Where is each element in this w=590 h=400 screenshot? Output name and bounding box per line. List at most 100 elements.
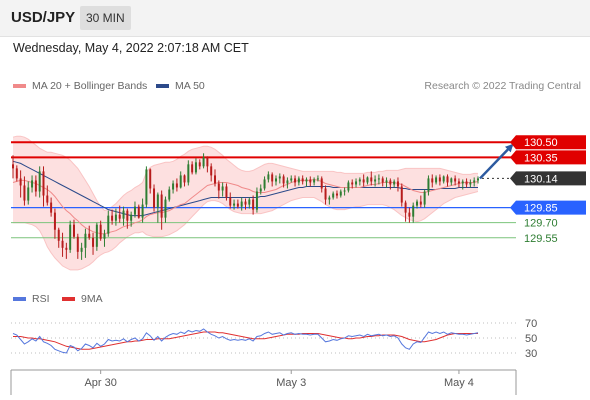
pivot-level-tag [510,200,586,215]
candle-body [229,197,232,206]
candle-body [408,212,411,217]
candle-body [366,177,369,183]
axis-date-label: May 4 [444,377,474,389]
ma50-swatch [156,84,169,88]
candle-body [347,182,350,191]
candle-body [191,164,194,173]
legend-rsi-label: RSI [32,293,50,305]
candle-body [80,247,83,252]
candle-body [72,224,75,237]
candle-body [271,174,274,182]
candle-body [172,183,175,190]
candle-body [27,187,30,201]
candle-body [118,214,121,219]
candle-body [107,215,110,234]
candle-body [156,194,159,208]
candle-body [442,176,445,182]
support-level-label: 129.70 [524,218,558,230]
candle-body [103,233,106,239]
candle-body [278,176,281,179]
candle-body [461,181,464,184]
candle-body [457,181,460,184]
candle-body [34,180,37,192]
candle-body [53,212,56,230]
legend-ma50: MA 50 [156,80,205,92]
bollinger-lower-line [13,191,479,271]
candle-body [88,233,91,238]
support-level-label: 129.55 [524,233,558,245]
rsi-line [12,328,479,354]
candle-body [122,210,125,219]
ma50-line [12,160,478,217]
candle-body [84,233,87,248]
candle-body [153,188,156,208]
candle-body [236,203,239,207]
legend-rsi-ma-label: 9MA [81,293,103,305]
candle-body [255,191,258,210]
candle-body [214,175,217,184]
candle-body [427,178,430,192]
candle-body [57,229,60,241]
candle-body [65,247,68,250]
candle-body [477,178,479,181]
ma20-line [12,178,479,235]
candle-body [217,183,220,191]
candle-body [377,178,380,180]
candle-body [15,168,18,179]
moving-averages [12,160,479,235]
candle-body [240,201,243,207]
candle-body [423,191,426,205]
resistance-level-tag [510,135,586,150]
candle-body [469,182,472,185]
candle-body [99,224,102,239]
candle-body [343,190,346,192]
candle-body [187,164,190,183]
ma20-swatch [13,84,26,88]
axis-date-label: Apr 30 [84,377,116,389]
legend-ma20: MA 20 + Bollinger Bands [13,80,147,92]
candle-body [313,179,316,183]
candle-body [50,202,53,213]
resistance-level-label: 130.35 [524,152,558,164]
candle-body [160,194,163,218]
legend-ma50-label: MA 50 [175,80,205,92]
candle-body [179,175,182,188]
candle-body [19,178,22,186]
candle-body [38,171,41,192]
candle-body [259,188,262,192]
candlesticks [12,153,479,260]
candle-body [473,180,476,183]
candle-body [316,178,319,180]
candle-body [149,169,152,189]
candle-body [358,179,361,182]
timeframe-button[interactable]: 30 MIN [80,6,131,30]
candle-body [320,178,323,189]
candle-body [168,189,171,200]
candle-body [393,181,396,185]
candle-body [76,236,79,252]
candle-body [438,177,441,182]
candle-body [12,164,14,169]
candle-body [297,178,300,183]
candle-body [244,201,247,205]
candle-body [374,179,377,182]
rsi-tick-label: 70 [525,318,537,330]
candle-body [435,177,438,183]
candle-body [362,179,365,183]
candle-body [416,201,419,206]
rsi-tick-label: 50 [525,333,537,345]
candle-body [324,188,327,200]
candle-body [332,193,335,198]
candle-body [305,179,308,182]
candle-body [389,180,392,185]
candle-body [114,214,117,221]
candle-body [111,215,114,221]
candle-body [446,176,449,183]
candle-body [400,186,403,203]
rsi-ma-line [13,331,478,350]
legend-rsi: RSI [13,293,50,305]
candle-body [141,204,144,218]
candle-body [164,199,167,218]
resistance-level-tag [510,150,586,165]
